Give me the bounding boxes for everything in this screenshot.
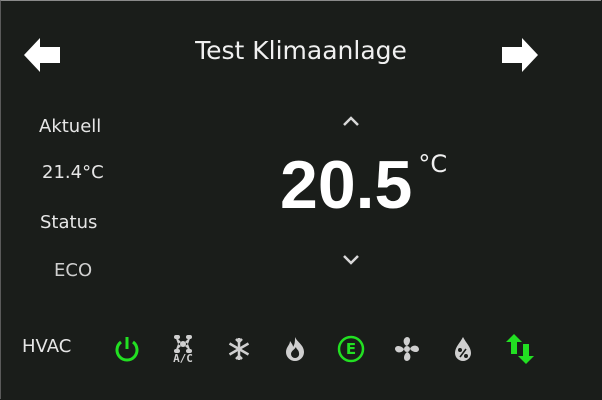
setpoint-display: 20.5 °C bbox=[280, 146, 447, 224]
current-temperature: 21.4°C bbox=[42, 162, 104, 183]
hvac-label: HVAC bbox=[22, 336, 72, 357]
arrow-right-icon bbox=[502, 38, 538, 72]
page-title: Test Klimaanlage bbox=[195, 36, 407, 65]
decrease-button[interactable] bbox=[340, 252, 362, 266]
status-label: Status bbox=[40, 212, 98, 233]
flame-icon bbox=[286, 337, 304, 361]
fan-icon bbox=[174, 334, 192, 353]
mode-dry-button[interactable] bbox=[447, 332, 479, 366]
setpoint-temperature: 20.5 bbox=[280, 147, 413, 223]
power-icon bbox=[115, 337, 139, 362]
arrow-left-icon bbox=[24, 38, 60, 72]
mode-ac-button[interactable]: A/C bbox=[167, 332, 199, 366]
mode-fan-button[interactable] bbox=[391, 332, 423, 366]
humidity-drop-icon bbox=[455, 337, 471, 361]
eco-letter: E bbox=[345, 340, 357, 358]
chevron-up-icon bbox=[343, 116, 359, 126]
setpoint-unit: °C bbox=[418, 150, 448, 178]
mode-cool-button[interactable] bbox=[223, 332, 255, 366]
snowflake-icon bbox=[228, 338, 250, 360]
increase-button[interactable] bbox=[340, 113, 362, 127]
eco-icon bbox=[337, 335, 365, 363]
previous-button[interactable] bbox=[24, 38, 60, 72]
mode-eco-button[interactable]: E bbox=[335, 332, 367, 366]
next-button[interactable] bbox=[502, 38, 538, 72]
swap-arrows-icon bbox=[506, 334, 534, 364]
status-value: ECO bbox=[54, 260, 93, 281]
mode-heat-button[interactable] bbox=[279, 332, 311, 366]
mode-auto-button[interactable] bbox=[504, 332, 536, 366]
ac-label: A/C bbox=[173, 351, 193, 365]
current-label: Aktuell bbox=[39, 116, 102, 137]
mode-power-button[interactable] bbox=[111, 332, 143, 366]
chevron-down-icon bbox=[343, 255, 359, 265]
fan-icon bbox=[395, 337, 419, 361]
